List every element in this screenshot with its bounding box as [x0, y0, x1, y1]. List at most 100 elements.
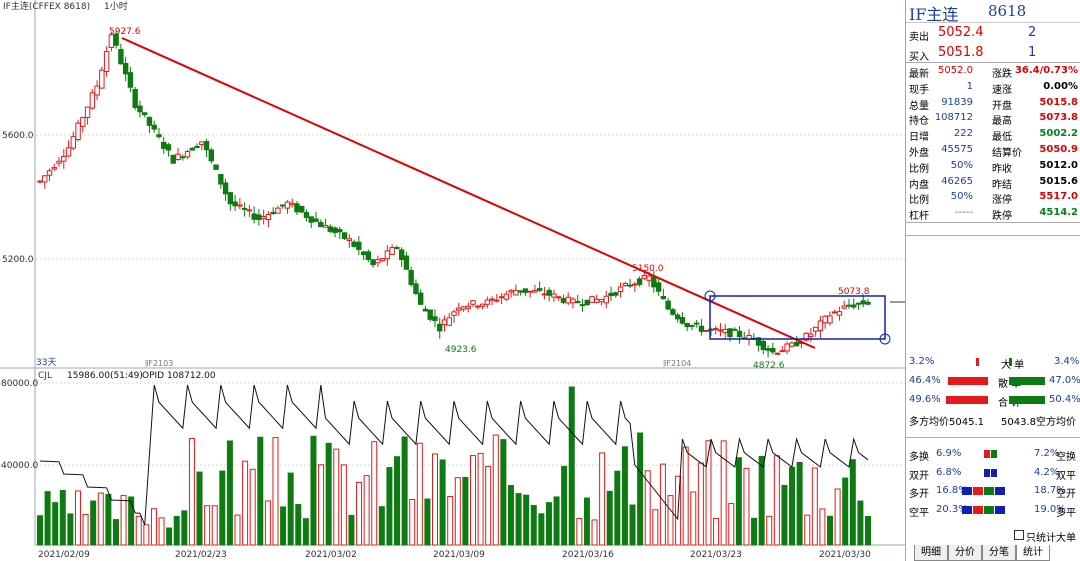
volume-bar: [333, 448, 340, 546]
volume-bar: [204, 505, 211, 546]
candle-body: [589, 296, 595, 303]
volume-bar: [150, 508, 157, 546]
quote-key: 最新: [909, 69, 929, 80]
volume-bar: [424, 498, 431, 546]
range-box[interactable]: [709, 295, 886, 340]
candle-body: [327, 226, 333, 232]
quote-value: 5052.0: [938, 65, 973, 76]
tab-price[interactable]: 分价: [948, 545, 982, 561]
candle-body: [42, 175, 48, 183]
volume-bar: [652, 509, 659, 546]
candle-body: [322, 224, 329, 228]
volume-bar: [302, 518, 309, 546]
volume-bar: [644, 470, 651, 546]
candle-body: [722, 329, 728, 334]
candle-body: [551, 293, 557, 298]
volume-bar: [82, 514, 89, 546]
volume-bar: [842, 477, 849, 546]
candle-body: [465, 305, 471, 309]
bar-green: [1009, 377, 1045, 385]
box-handle-bottom[interactable]: [879, 333, 891, 345]
quote-key: 外盘: [909, 148, 929, 159]
quote-key: 内盘: [909, 179, 929, 191]
volume-bar: [181, 510, 188, 546]
big-order-row: 3.2% 大 单 3.4%: [906, 355, 1080, 371]
candle-body: [232, 201, 238, 207]
trend-line[interactable]: [121, 37, 816, 349]
candle-body: [570, 298, 576, 304]
candle-body: [384, 250, 391, 260]
quote-row: 日增 222 最低 5002.2: [906, 127, 1080, 143]
tab-detail[interactable]: 明细: [914, 545, 948, 561]
box-handle-top[interactable]: [704, 290, 716, 302]
candle-body: [260, 216, 267, 220]
candle-body: [713, 328, 719, 331]
candle-body: [51, 167, 57, 170]
ask-row[interactable]: 卖出 5052.4 2: [906, 24, 1080, 44]
candle-body: [56, 160, 62, 164]
candle-body: [180, 156, 186, 159]
candle-body: [370, 259, 376, 266]
quote-value: 50%: [950, 159, 973, 171]
flow-value: 16.8%: [936, 485, 968, 496]
total-order-row: 49.6% 合 计 50.4%: [906, 393, 1080, 409]
quote-value: 5073.8: [1039, 112, 1078, 124]
quote-row: 比例 50% 涨停 5517.0: [906, 190, 1080, 206]
candle-body: [75, 122, 81, 141]
candle-body: [84, 106, 91, 119]
flow-row: 多开 16.8% 18.7% 空开: [906, 484, 1080, 500]
volume-bar: [356, 481, 363, 546]
flow-bar: [973, 505, 983, 514]
big-only-label: 只统计大单: [1026, 533, 1076, 544]
chart-area[interactable]: IF主连(CFFEX 8618) 1小时 5600.0 5200.0 80000…: [0, 0, 905, 561]
quote-value: 5012.0: [1039, 159, 1078, 171]
quote-key: 持仓: [909, 116, 929, 128]
candle-body: [498, 296, 505, 299]
candle-body: [627, 284, 633, 287]
candle-body: [617, 286, 624, 293]
tab-tick[interactable]: 分笔: [982, 545, 1016, 561]
volume-bar: [432, 453, 439, 546]
flow-bar: [984, 505, 994, 514]
candle-body: [375, 259, 381, 264]
candle-body: [789, 342, 795, 347]
candle-body: [151, 124, 157, 130]
checkbox-icon[interactable]: [1014, 530, 1024, 540]
candle-body: [208, 149, 215, 162]
quote-row: 外盘 45575 结算价 5050.9: [906, 143, 1080, 159]
flow-key: 多开: [909, 489, 929, 500]
volume-bar: [530, 505, 537, 546]
volume-bar: [523, 494, 530, 546]
volume-bar: [515, 493, 522, 546]
candle-body: [541, 293, 548, 296]
candlesticks: [37, 30, 871, 358]
big-order-right: 3.4%: [1054, 356, 1080, 367]
candle-body: [346, 238, 353, 241]
flow-row: 多换 6.9% 7.2% 空换: [906, 447, 1080, 463]
candle-body: [189, 147, 195, 151]
volume-bar: [363, 475, 370, 546]
flow-bar: [973, 487, 983, 495]
volume-bar: [690, 491, 697, 546]
candle-body: [146, 116, 153, 126]
volume-bar: [568, 386, 575, 546]
volume-bar: [226, 440, 233, 546]
volume-bar: [469, 455, 476, 546]
volume-bar: [44, 491, 51, 546]
big-only-toggle[interactable]: 只统计大单: [906, 528, 1080, 544]
candle-body: [270, 211, 276, 215]
divider: [906, 437, 1080, 438]
quote-value: 50%: [950, 191, 973, 203]
candle-body: [265, 214, 272, 220]
tab-stats[interactable]: 统计: [1016, 545, 1050, 561]
candle-body: [417, 292, 424, 305]
flow-key: 双开: [909, 470, 929, 482]
quote-row: 内盘 46265 昨结 5015.6: [906, 175, 1080, 191]
candle-body: [736, 330, 743, 338]
candle-body: [94, 85, 100, 96]
bid-row[interactable]: 买入 5051.8 1: [906, 44, 1080, 64]
candle-body: [579, 304, 586, 307]
candle-body: [603, 295, 609, 304]
volume-bar: [128, 496, 135, 546]
quote-value: 5002.2: [1039, 128, 1078, 140]
